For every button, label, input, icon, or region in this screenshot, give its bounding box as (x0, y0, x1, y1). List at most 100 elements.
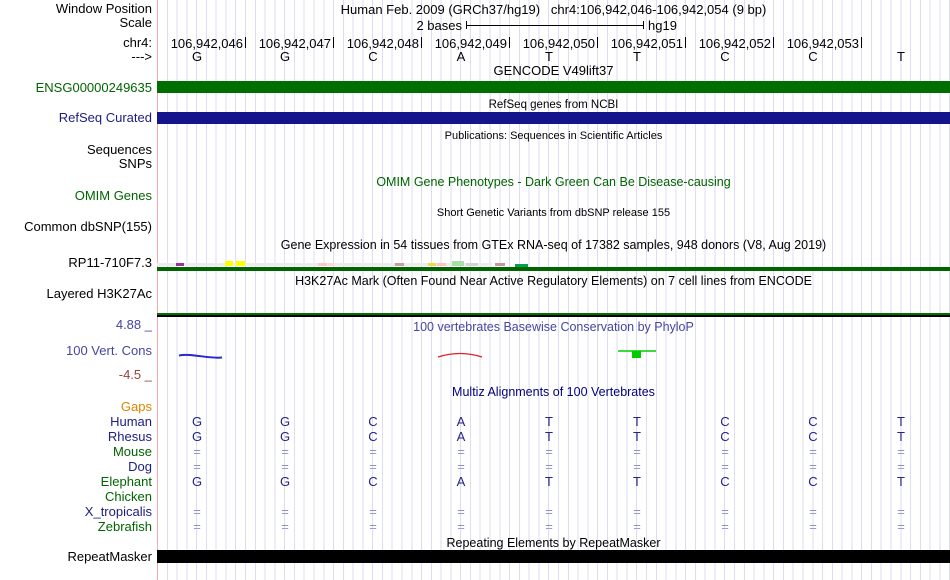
species-label-human[interactable]: Human (110, 414, 152, 429)
gtex-expression-tick (176, 263, 184, 266)
alignment-cell: = (633, 459, 641, 474)
track-label-snps[interactable]: SNPs (118, 156, 152, 171)
alignment-cell: C (720, 414, 730, 429)
track-label-column: Window Position Scale chr4: ---> ENSG0000024… (0, 0, 152, 580)
repeatmasker-element-bar[interactable] (157, 550, 950, 563)
ruler-position: 106,942,052 (698, 36, 771, 51)
track-label-gtex-gene[interactable]: RP11-710F7.3 (68, 255, 152, 270)
scale-bracket (466, 21, 644, 29)
ruler-base: G (279, 49, 291, 64)
gencode-gene-bar[interactable] (157, 81, 950, 93)
gtex-gene-bar[interactable] (157, 267, 950, 271)
gtex-expression-tick (428, 263, 436, 266)
ruler-tick (421, 37, 422, 48)
ruler-position: 106,942,053 (786, 36, 859, 51)
ruler-base: T (897, 49, 905, 64)
alignment-cell: = (457, 519, 465, 534)
ruler-position: 106,942,048 (346, 36, 419, 51)
track-label-sequences[interactable]: Sequences (86, 142, 152, 157)
ruler-base: C (808, 49, 818, 64)
alignment-cell: T (897, 429, 905, 444)
track-label-common-dbsnp[interactable]: Common dbSNP(155) (24, 219, 152, 234)
ruler-base: G (191, 49, 203, 64)
alignment-cell: = (281, 459, 289, 474)
track-title-publications: Publications: Sequences in Scientific Ar… (444, 130, 663, 142)
alignment-cell: = (809, 459, 817, 474)
assembly-position-title: Human Feb. 2009 (GRCh37/hg19) chr4:106,9… (340, 2, 767, 17)
ruler-position: 106,942,047 (258, 36, 331, 51)
track-label-strand: ---> (131, 49, 152, 64)
alignment-cell: = (809, 444, 817, 459)
species-label-gaps[interactable]: Gaps (120, 399, 152, 414)
species-label-chicken[interactable]: Chicken (105, 489, 152, 504)
species-label-x_tropicalis[interactable]: X_tropicalis (84, 504, 152, 519)
alignment-cell: = (369, 519, 377, 534)
species-label-zebrafish[interactable]: Zebrafish (97, 519, 152, 534)
track-label-gencode-gene[interactable]: ENSG00000249635 (35, 80, 152, 95)
alignment-cell: = (545, 459, 553, 474)
alignment-cell: C (368, 429, 378, 444)
alignment-cell: = (633, 444, 641, 459)
alignment-cell: = (809, 504, 817, 519)
layered-h3k27ac-signal[interactable] (157, 313, 950, 317)
gtex-expression-tick (225, 261, 233, 266)
alignment-cell: = (721, 459, 729, 474)
track-label-vert-cons[interactable]: 100 Vert. Cons (66, 343, 152, 358)
alignment-cell: T (545, 474, 553, 489)
refseq-curated-bar[interactable] (157, 112, 950, 124)
ruler-position: 106,942,046 (170, 36, 243, 51)
alignment-cell: = (633, 504, 641, 519)
alignment-cell: A (456, 429, 466, 444)
alignment-cell: = (369, 504, 377, 519)
species-label-mouse[interactable]: Mouse (112, 444, 152, 459)
alignment-cell: = (457, 444, 465, 459)
alignment-cell: G (279, 429, 291, 444)
alignment-cell: T (633, 414, 641, 429)
ruler-base: C (720, 49, 730, 64)
ruler-tick (685, 37, 686, 48)
alignment-cell: = (193, 504, 201, 519)
alignment-cell: T (897, 414, 905, 429)
alignment-cell: C (720, 474, 730, 489)
alignment-cell: G (191, 414, 203, 429)
alignment-cell: = (897, 504, 905, 519)
alignment-cell: = (281, 444, 289, 459)
alignment-cell: G (279, 474, 291, 489)
ruler-base: C (368, 49, 378, 64)
alignment-cell: = (633, 519, 641, 534)
alignment-cell: = (897, 519, 905, 534)
alignment-cell: T (897, 474, 905, 489)
alignment-cell: = (897, 459, 905, 474)
alignment-cell: = (721, 519, 729, 534)
alignment-cell: T (545, 414, 553, 429)
ruler-tick (773, 37, 774, 48)
gtex-expression-tick (395, 263, 404, 266)
alignment-cell: C (808, 474, 818, 489)
species-label-elephant[interactable]: Elephant (100, 474, 152, 489)
alignment-cell: = (281, 504, 289, 519)
ruler-tick (245, 37, 246, 48)
alignment-cell: C (808, 414, 818, 429)
species-label-rhesus[interactable]: Rhesus (107, 429, 152, 444)
track-title-dbsnp: Short Genetic Variants from dbSNP releas… (436, 207, 671, 219)
track-title-omim: OMIM Gene Phenotypes - Dark Green Can Be… (376, 175, 731, 189)
alignment-cell: = (193, 444, 201, 459)
track-label-scale: Scale (119, 15, 152, 30)
track-label-window-position: Window Position (55, 1, 152, 16)
ruler-tick (597, 37, 598, 48)
track-label-omim-genes[interactable]: OMIM Genes (74, 188, 152, 203)
track-title-gencode: GENCODE V49lift37 (493, 63, 614, 78)
track-title-refseq: RefSeq genes from NCBI (488, 99, 619, 111)
track-label-cons-scale-max: 4.88 _ (115, 317, 152, 332)
alignment-cell: C (368, 474, 378, 489)
alignment-cell: = (545, 444, 553, 459)
track-title-phylop: 100 vertebrates Basewise Conservation by… (413, 320, 694, 334)
track-label-refseq-curated[interactable]: RefSeq Curated (58, 110, 152, 125)
ruler-base: T (545, 49, 553, 64)
gtex-expression-tick (236, 261, 245, 266)
alignment-cell: = (897, 444, 905, 459)
species-label-dog[interactable]: Dog (128, 459, 152, 474)
track-label-repeatmasker[interactable]: RepeatMasker (67, 549, 152, 564)
track-label-layered-h3k27ac[interactable]: Layered H3K27Ac (46, 286, 152, 301)
